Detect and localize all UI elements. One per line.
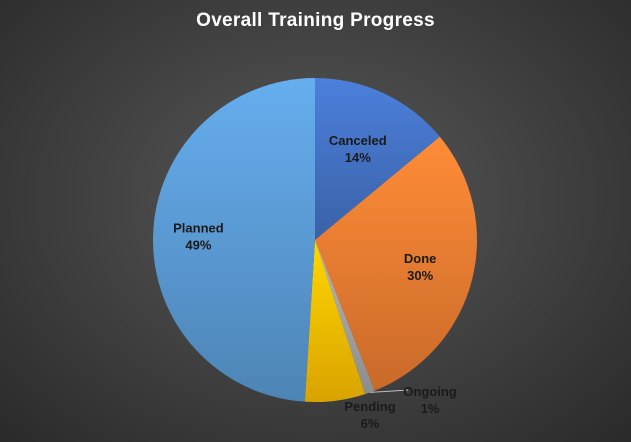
pie-slice-planned <box>153 78 315 402</box>
data-label-value-done: 30% <box>407 268 433 283</box>
data-label-name-planned: Planned <box>173 220 224 235</box>
data-label-value-ongoing: 1% <box>421 401 440 416</box>
pie-slice-canceled <box>315 78 440 240</box>
data-label-name-done: Done <box>404 251 437 266</box>
chart-title: Overall Training Progress <box>196 10 435 31</box>
data-labels: Canceled 14% Done 30% Ongoing 1% Pending 6% Plan… <box>173 133 457 431</box>
data-label-name-pending: Pending <box>344 399 395 414</box>
pie-slice-pending <box>304 240 366 402</box>
leader-lines <box>369 389 409 393</box>
pie-slice-ongoing <box>315 240 375 395</box>
data-label-name-ongoing: Ongoing <box>403 384 456 399</box>
pie-slice-done <box>315 136 477 391</box>
data-label-value-planned: 49% <box>185 237 211 252</box>
pie-slices <box>153 78 477 402</box>
leader-line-ongoing <box>369 389 409 393</box>
data-label-value-canceled: 14% <box>345 150 371 165</box>
data-label-name-canceled: Canceled <box>329 133 387 148</box>
data-label-value-pending: 6% <box>361 416 380 431</box>
